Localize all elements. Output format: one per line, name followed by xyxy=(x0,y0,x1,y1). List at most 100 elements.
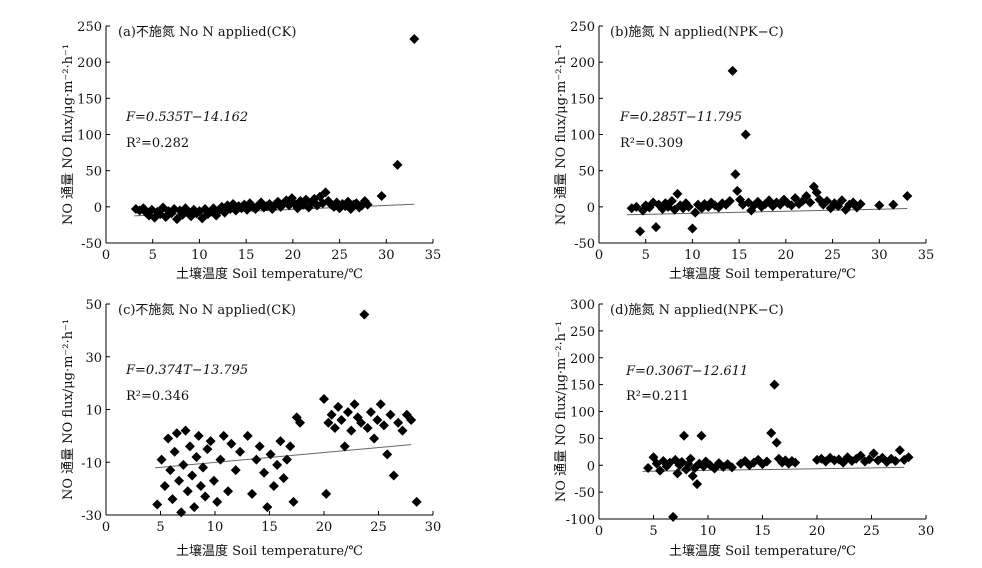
data-point xyxy=(864,454,875,465)
data-point xyxy=(388,470,399,481)
y-tick-label: 150 xyxy=(570,92,595,107)
y-tick-label: 250 xyxy=(570,20,595,35)
y-tick-label: -50 xyxy=(574,486,595,501)
data-point xyxy=(683,201,694,212)
data-point xyxy=(288,496,299,507)
x-tick-label: 0 xyxy=(595,248,603,263)
data-point xyxy=(208,475,219,486)
data-point xyxy=(180,425,191,436)
y-tick-label: 200 xyxy=(570,352,595,367)
data-point xyxy=(692,479,703,490)
x-tick-label: 10 xyxy=(684,248,701,263)
data-point xyxy=(319,393,329,404)
data-point xyxy=(268,480,279,491)
panel-c: 0 5 10 15 20 25 30 -30 -10 10 30 50 (c)不施氮 No N appl… xyxy=(61,298,441,559)
data-point xyxy=(679,430,690,441)
data-point xyxy=(672,468,683,479)
x-tick-label: 35 xyxy=(918,248,935,263)
y-tick-label: 250 xyxy=(570,325,595,340)
data-point xyxy=(329,422,340,433)
data-point xyxy=(191,451,202,462)
x-tick-label: 5 xyxy=(149,248,157,263)
y-tick-label: 100 xyxy=(77,129,102,144)
data-point xyxy=(902,190,913,201)
data-point xyxy=(182,486,193,497)
data-point xyxy=(372,415,383,426)
y-tick-label: 30 xyxy=(85,351,102,366)
data-point xyxy=(801,190,812,201)
x-axis-label: 土壤温度 Soil temperature/℃ xyxy=(669,543,856,559)
data-point xyxy=(336,415,347,426)
data-point xyxy=(790,457,801,468)
data-point xyxy=(805,197,816,208)
y-tick-label: 150 xyxy=(77,92,102,107)
data-point xyxy=(226,438,237,449)
data-point xyxy=(346,425,357,436)
data-point xyxy=(672,188,683,199)
data-point xyxy=(223,486,234,497)
x-tick-label: 15 xyxy=(238,248,255,263)
data-point xyxy=(167,494,178,505)
data-point xyxy=(375,399,386,410)
x-tick-label: 0 xyxy=(595,524,603,539)
data-point xyxy=(359,309,370,320)
data-point xyxy=(251,454,262,465)
panel-title: (a)不施氮 No N applied(CK) xyxy=(118,25,296,40)
panel-title: (b)施氮 N applied(NPK−C) xyxy=(610,25,784,40)
x-tick-label: 10 xyxy=(191,248,208,263)
data-point xyxy=(406,415,417,426)
data-point xyxy=(668,511,679,522)
data-point xyxy=(333,401,344,412)
data-point xyxy=(285,441,296,452)
data-point xyxy=(295,417,306,428)
data-point xyxy=(165,465,176,476)
y-tick-label: 50 xyxy=(85,165,102,180)
data-point xyxy=(174,475,185,486)
x-tick-label: 20 xyxy=(809,524,826,539)
data-point xyxy=(631,201,642,212)
y-tick-label: 50 xyxy=(85,298,102,313)
r-squared: R²=0.346 xyxy=(126,389,189,404)
data-point xyxy=(259,467,270,478)
data-point xyxy=(730,169,741,180)
y-tick-label: 200 xyxy=(570,56,595,71)
x-tick-label: 10 xyxy=(207,520,224,535)
y-axis-label: NO 通量 NO flux/μg·m⁻²·h⁻¹ xyxy=(554,44,569,225)
x-tick-label: 5 xyxy=(642,248,650,263)
data-point xyxy=(275,436,286,447)
data-point xyxy=(761,456,772,467)
regression-equation: F=0.285T−11.795 xyxy=(619,110,742,125)
x-tick-label: 25 xyxy=(863,524,880,539)
data-point xyxy=(868,448,879,459)
data-point xyxy=(855,198,866,209)
data-point xyxy=(235,446,246,457)
y-axis-label: NO 通量 NO flux/μg·m⁻²·h⁻¹ xyxy=(61,319,76,500)
data-point xyxy=(696,430,707,441)
data-point xyxy=(215,454,226,465)
y-tick-label: 0 xyxy=(94,201,102,216)
x-tick-label: 30 xyxy=(918,524,935,539)
data-point xyxy=(836,195,847,206)
x-tick-label: 5 xyxy=(649,524,657,539)
y-tick-label: 10 xyxy=(85,404,102,419)
data-point xyxy=(635,226,646,237)
regression-equation: F=0.535T−14.162 xyxy=(125,110,248,125)
data-point xyxy=(855,450,866,461)
x-tick-label: 25 xyxy=(370,520,387,535)
data-point xyxy=(356,417,367,428)
data-point xyxy=(732,185,743,196)
data-point xyxy=(200,491,211,502)
y-tick-label: 250 xyxy=(77,20,102,35)
y-tick-label: -30 xyxy=(81,509,102,524)
data-point xyxy=(321,488,332,499)
data-point xyxy=(821,196,832,207)
x-tick-label: 20 xyxy=(316,520,333,535)
data-point xyxy=(771,437,782,448)
data-point xyxy=(342,407,353,418)
data-point xyxy=(376,190,387,201)
y-tick-label: 0 xyxy=(587,201,595,216)
data-point xyxy=(888,199,899,210)
data-point xyxy=(254,441,265,452)
data-point xyxy=(247,488,258,499)
